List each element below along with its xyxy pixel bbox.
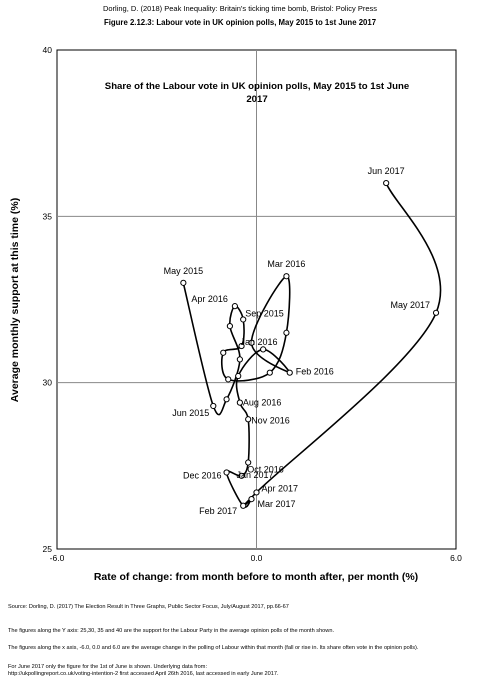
point-label: Oct 2016 bbox=[247, 465, 284, 475]
data-point bbox=[236, 356, 243, 363]
y-tick-label: 25 bbox=[43, 544, 53, 554]
chart: -6.0 0.0 6.0 25 30 35 40 Share of the Labour … bbox=[9, 45, 463, 583]
x-axis-label: Rate of change: from month before to mon… bbox=[94, 571, 418, 583]
data-point bbox=[220, 349, 227, 356]
point-label: Jan 2017 bbox=[237, 470, 274, 480]
y-axis-label: Average monthly support at this time (%) bbox=[9, 198, 21, 402]
point-label: Feb 2016 bbox=[296, 367, 334, 377]
june-note-line-1: For June 2017 only the figure for the 1s… bbox=[8, 664, 207, 670]
data-point bbox=[260, 346, 267, 353]
data-point bbox=[236, 399, 243, 406]
data-point bbox=[245, 416, 252, 423]
x-tick-label: 6.0 bbox=[450, 553, 462, 563]
point-label: Apr 2016 bbox=[191, 294, 228, 304]
source-note: Source: Dorling, D. (2017) The Election … bbox=[8, 604, 289, 610]
point-label: Dec 2016 bbox=[183, 470, 222, 480]
y-tick-labels: 25 30 35 40 bbox=[43, 45, 53, 554]
data-point bbox=[248, 496, 255, 503]
data-point bbox=[235, 372, 242, 380]
data-point bbox=[223, 469, 230, 476]
y-tick-label: 35 bbox=[43, 211, 53, 221]
data-point bbox=[225, 376, 232, 383]
point-label: Apr 2017 bbox=[262, 483, 299, 493]
data-point bbox=[231, 303, 238, 310]
data-point bbox=[240, 502, 247, 509]
data-point bbox=[286, 369, 293, 376]
citation-header: Dorling, D. (2018) Peak Inequality: Brit… bbox=[102, 4, 378, 13]
chart-title-line-2: 2017 bbox=[246, 94, 267, 105]
data-point bbox=[266, 369, 273, 376]
point-label: Mar 2017 bbox=[258, 499, 296, 509]
x-axis-note: The figures along the x axis, -6.0, 0.0 … bbox=[8, 645, 419, 651]
point-label: May 2015 bbox=[164, 266, 204, 276]
point-labels: May 2015 Jun 2015 Apr 2016 Sep 2015 Jan 2016… bbox=[164, 166, 430, 516]
data-point bbox=[223, 396, 230, 403]
data-point bbox=[253, 489, 260, 496]
point-label: May 2017 bbox=[391, 300, 431, 310]
point-label: Aug 2016 bbox=[243, 398, 282, 408]
data-point bbox=[240, 316, 247, 323]
point-label: Jun 2017 bbox=[368, 166, 405, 176]
point-label: Feb 2017 bbox=[199, 506, 237, 516]
data-point bbox=[248, 339, 255, 346]
data-points bbox=[180, 179, 440, 509]
point-label: Jan 2016 bbox=[241, 337, 278, 347]
data-point bbox=[238, 472, 245, 479]
chart-title-line-1: Share of the Labour vote in UK opinion p… bbox=[105, 81, 409, 92]
june-note: For June 2017 only the figure for the 1s… bbox=[8, 664, 473, 678]
point-label: Sep 2015 bbox=[245, 308, 284, 318]
data-point bbox=[210, 402, 217, 410]
data-point bbox=[180, 279, 187, 286]
point-label: Jun 2015 bbox=[172, 408, 209, 418]
x-tick-label: 0.0 bbox=[251, 553, 263, 563]
june-note-line-2: http://ukpollingreport.co.uk/voting-inte… bbox=[8, 671, 279, 677]
y-tick-label: 40 bbox=[43, 45, 53, 55]
y-tick-label: 30 bbox=[43, 378, 53, 388]
x-tick-label: -6.0 bbox=[50, 553, 65, 563]
data-point bbox=[383, 179, 390, 187]
x-tick-labels: -6.0 0.0 6.0 bbox=[50, 553, 463, 563]
point-label: Nov 2016 bbox=[251, 415, 290, 425]
data-point bbox=[283, 273, 290, 280]
data-point bbox=[432, 309, 440, 316]
y-axis-note: The figures along the Y axis: 25,30, 35 … bbox=[8, 628, 334, 634]
data-point bbox=[238, 342, 245, 350]
data-point bbox=[226, 323, 233, 330]
figure-title: Figure 2.12.3: Labour vote in UK opinion… bbox=[103, 18, 377, 27]
data-point bbox=[283, 329, 290, 336]
gridlines bbox=[57, 50, 456, 549]
point-label: Mar 2016 bbox=[267, 259, 305, 269]
data-point bbox=[245, 459, 252, 466]
